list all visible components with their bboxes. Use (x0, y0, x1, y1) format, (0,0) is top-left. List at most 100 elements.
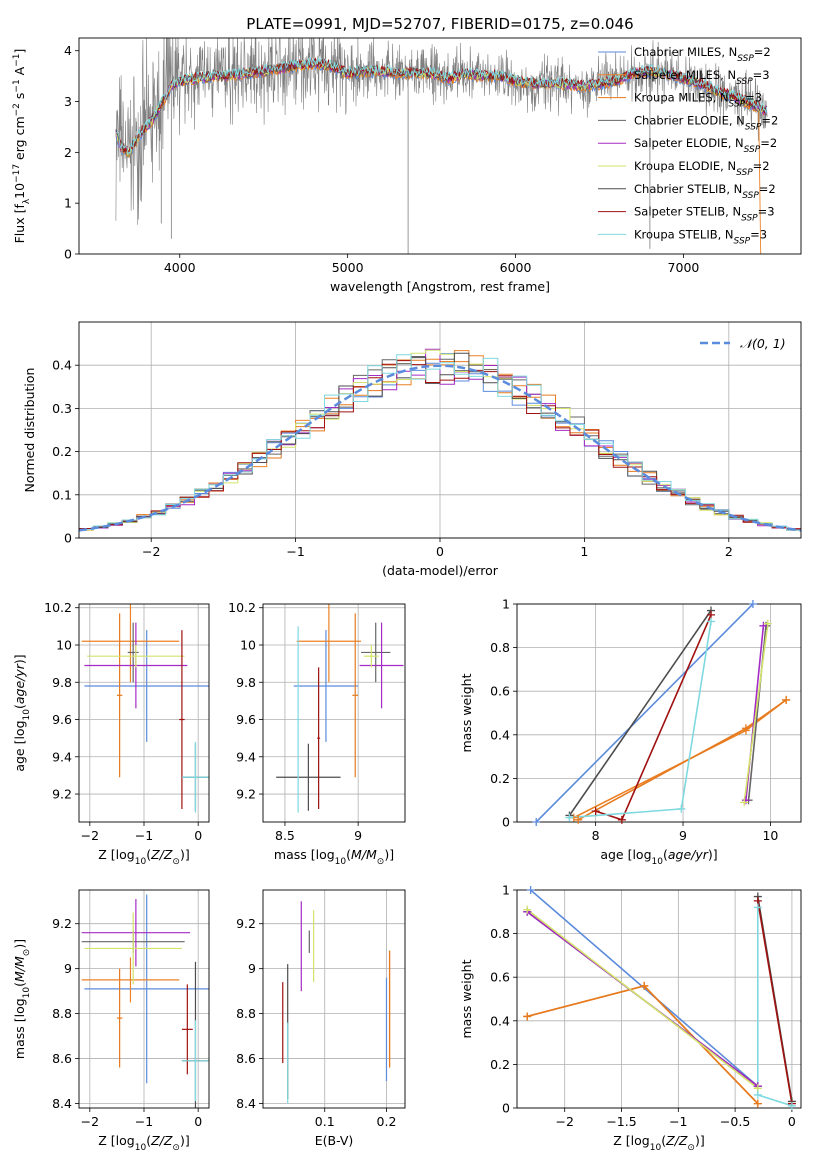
tick-label-x: −2 (142, 544, 160, 559)
panel-age_vs_mass: 8.5 9 9.2 9.4 9.6 9.8 10 10.2 mass [log10(M/M⊙)] (228, 600, 406, 867)
axis-label-x: Z [log10(Z/Z⊙)] (98, 1133, 189, 1153)
legend-entry: Salpeter STELIB, NSSP=3 (634, 205, 775, 224)
tick-label-y: 3 (64, 94, 72, 109)
tick-label-y: 1 (64, 196, 72, 211)
legend-entry: Kroupa STELIB, NSSP=3 (634, 227, 767, 246)
tick-label-y: 8.8 (236, 1006, 256, 1021)
tick-label-y: 9.6 (236, 712, 256, 727)
plot-area (276, 604, 404, 813)
tick-label-x: 7000 (668, 260, 700, 275)
tick-label-y: 9.2 (52, 787, 72, 802)
tick-label-y: 9.6 (52, 712, 72, 727)
weight-point-kroupa-miles (782, 695, 791, 704)
axis-label-x: E(B-V) (315, 1133, 354, 1148)
axis-label-y: mass weight (459, 673, 474, 752)
panel-weight_vs_Z: −2 −1.5 −1 −0.5 0 0 0.2 0.4 0.6 0.8 1 Z [log10(Z/Z⊙… (459, 883, 802, 1153)
weight-point-salpeter-stelib (617, 815, 626, 824)
tick-label-y: 0.6 (490, 970, 510, 985)
panel-spectrum: 4000 5000 6000 7000 0 1 2 3 4 wavelength [Angstro… (12, 37, 802, 294)
weight-point-kroupa-stelib (706, 617, 715, 626)
weight-point-kroupa-miles (741, 724, 750, 733)
tick-label-x: 0 (194, 1114, 202, 1129)
weight-point-kroupa-stelib (677, 804, 686, 813)
tick-label-y: 0.2 (52, 444, 72, 459)
tick-label-x: 4000 (164, 260, 196, 275)
panel-mass_vs_Z: −2 −1 0 8.4 8.6 8.8 9 9.2 Z [log10(Z/Z⊙)] mass [l… (12, 889, 210, 1153)
weight-line-kroupa-miles (526, 985, 759, 1105)
weight-point-chabrier-miles (532, 818, 541, 826)
tick-label-y: 8.4 (52, 1096, 72, 1111)
tick-label-y: 0.4 (52, 358, 72, 373)
weight-point-kroupa-stelib (753, 903, 762, 912)
tick-label-y: 0 (64, 247, 72, 262)
tick-label-x: −2 (555, 1114, 573, 1129)
tick-label-x: 0 (194, 828, 202, 843)
tick-label-y: 0.8 (490, 926, 510, 941)
tick-label-y: 9.8 (236, 675, 256, 690)
axes-frame (262, 889, 406, 1109)
tick-label-y: 9.4 (52, 749, 72, 764)
weight-point-kroupa-stelib (753, 1090, 762, 1099)
tick-label-x: 10 (762, 828, 778, 843)
tick-label-y: 0 (64, 531, 72, 546)
tick-label-y: 10.2 (44, 600, 72, 615)
axes-frame (262, 603, 406, 823)
weight-point-kroupa-elodie (740, 798, 749, 807)
plot-area (282, 901, 391, 1104)
plot-area (526, 890, 793, 1107)
tick-label-y: 9.8 (52, 675, 72, 690)
panel-mass_vs_ebv: 0.1 0.2 8.4 8.6 8.8 9 9.2 E(B-V) (236, 889, 406, 1148)
tick-label-y: 8.6 (236, 1051, 256, 1066)
tick-label-y: 0.4 (490, 727, 510, 742)
model-line-kroupa-stelib (115, 57, 768, 155)
tick-label-x: 0 (788, 1114, 796, 1129)
weight-line-kroupa-elodie (743, 623, 769, 803)
tick-label-y: 10 (56, 637, 72, 652)
legend-entry: 𝒩(0, 1) (740, 336, 786, 351)
weight-line-salpeter-miles (526, 985, 759, 1105)
tick-label-y: 0.6 (490, 684, 510, 699)
tick-label-x: 0.1 (315, 1114, 335, 1129)
tick-label-y: 0 (502, 815, 510, 830)
tick-label-y: 1 (502, 597, 510, 612)
plot-area (81, 604, 209, 813)
weight-line-kroupa-stelib (569, 621, 712, 819)
tick-label-x: 1 (580, 544, 588, 559)
axis-label-x: mass [log10(M/M⊙)] (274, 847, 394, 867)
tick-label-y: 8.4 (236, 1096, 256, 1111)
axis-label-y: age [log10(age/yr)] (12, 654, 32, 771)
weight-point-kroupa-elodie (763, 619, 772, 628)
tick-label-x: 8.5 (275, 828, 295, 843)
tick-label-x: −1 (135, 1114, 153, 1129)
tick-label-x: −2 (81, 1114, 99, 1129)
axis-label-x: (data-model)/error (382, 563, 499, 578)
legend-entry: Salpeter MILES, NSSP=3 (634, 68, 770, 87)
tick-label-x: 9 (354, 828, 362, 843)
weight-point-salpeter-elodie (759, 621, 768, 630)
legend: Chabrier MILES, NSSP=2 Salpeter MILES, NS… (598, 45, 778, 246)
tick-label-x: 2 (725, 544, 733, 559)
tick-label-x: 5000 (332, 260, 364, 275)
tick-label-x: 0 (436, 544, 444, 559)
tick-label-x: 0.2 (377, 1114, 397, 1129)
weight-line-chabrier-stelib (568, 610, 712, 816)
weight-point-kroupa-miles (753, 1099, 762, 1108)
tick-label-y: 0.2 (490, 771, 510, 786)
tick-label-x: 6000 (500, 260, 532, 275)
legend-entry: Kroupa ELODIE, NSSP=2 (634, 159, 770, 178)
weight-point-kroupa-miles (574, 815, 583, 824)
weight-point-kroupa-stelib (787, 1101, 796, 1110)
weight-point-kroupa-elodie (523, 905, 532, 914)
legend-entry: Chabrier ELODIE, NSSP=2 (634, 113, 778, 132)
tick-label-y: 10.2 (228, 600, 256, 615)
axis-label-y: mass weight (459, 959, 474, 1038)
tick-label-y: 0 (502, 1101, 510, 1116)
legend-entry: Chabrier MILES, NSSP=2 (634, 45, 771, 64)
plot-area (79, 348, 801, 532)
axes-frame (78, 37, 802, 255)
tick-label-y: 8.8 (52, 1006, 72, 1021)
tick-label-y: 1 (502, 883, 510, 898)
axes-frame (516, 603, 802, 823)
axis-label-x: wavelength [Angstrom, rest frame] (330, 279, 550, 294)
